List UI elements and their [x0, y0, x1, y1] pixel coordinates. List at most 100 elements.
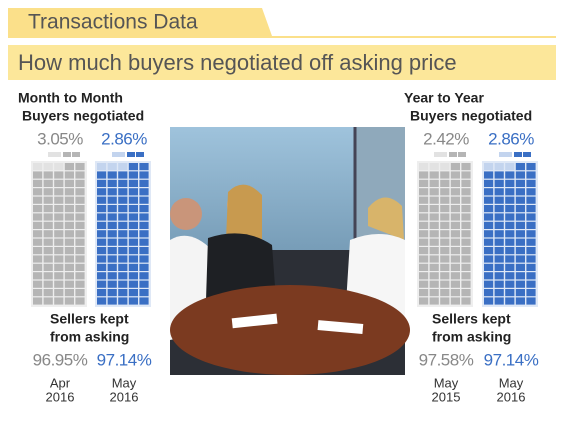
grid-cell: [33, 263, 43, 271]
grid-cell: [515, 221, 525, 229]
grid-cell: [75, 238, 85, 246]
grid-cell: [505, 297, 515, 305]
title: Transactions Data: [28, 11, 198, 34]
grid-cell: [43, 280, 53, 288]
grid-cell: [419, 213, 429, 221]
grid-cell: [128, 205, 138, 213]
negotiated-value: 3.05%: [37, 129, 83, 148]
grid-cell: [128, 196, 138, 204]
grid-cell: [33, 221, 43, 229]
grid-cell: [484, 230, 494, 238]
grid-cell: [419, 272, 429, 280]
grid-cell: [515, 213, 525, 221]
grid-cell: [526, 163, 536, 171]
grid-cell: [43, 289, 53, 297]
grid-cell: [43, 272, 53, 280]
grid-cell: [429, 205, 439, 213]
grid-cell: [128, 188, 138, 196]
grid-cell: [429, 247, 439, 255]
grid-cell: [75, 221, 85, 229]
grid-cell: [526, 205, 536, 213]
grid-cell: [107, 188, 117, 196]
grid-cell: [494, 205, 504, 213]
grid-cell: [450, 196, 460, 204]
grid-cell: [33, 171, 43, 179]
grid-cell: [484, 213, 494, 221]
grid-cell: [419, 179, 429, 187]
sellers-label: Sellers kept: [50, 311, 129, 327]
grid-cell: [429, 263, 439, 271]
grid-cell: [33, 188, 43, 196]
grid-cell: [64, 221, 74, 229]
grid-cell: [128, 289, 138, 297]
grid-cell: [494, 213, 504, 221]
grid-cell: [526, 230, 536, 238]
grid-cell: [505, 289, 515, 297]
grid-cell: [107, 247, 117, 255]
grid-cell: [484, 280, 494, 288]
grid-cell: [429, 188, 439, 196]
grid-cell: [429, 230, 439, 238]
grid-cell: [440, 255, 450, 263]
grid-cell: [494, 263, 504, 271]
sellers-label: from asking: [50, 329, 129, 345]
grid-cell: [440, 205, 450, 213]
grid-cell: [54, 221, 64, 229]
grid-cell: [43, 205, 53, 213]
grid-cell: [64, 188, 74, 196]
grid-cell: [526, 289, 536, 297]
grid-cell: [97, 221, 107, 229]
grid-cell: [526, 280, 536, 288]
grid-cell: [440, 280, 450, 288]
grid-cell: [505, 263, 515, 271]
grid-cell: [484, 188, 494, 196]
grid-cell: [64, 280, 74, 288]
grid-cell: [118, 205, 128, 213]
grid-cell: [33, 238, 43, 246]
grid-cell: [43, 263, 53, 271]
grid-cell: [505, 238, 515, 246]
grid-cell: [505, 188, 515, 196]
grid-cell: [75, 297, 85, 305]
grid-cell: [515, 196, 525, 204]
grid-cell: [461, 163, 471, 171]
grid-cell: [54, 289, 64, 297]
grid-cell: [54, 263, 64, 271]
grid-cell: [118, 230, 128, 238]
grid-cell: [128, 263, 138, 271]
grid-cell: [54, 230, 64, 238]
grid-cell: [54, 247, 64, 255]
grid-cell: [440, 230, 450, 238]
grid-cell: [505, 247, 515, 255]
grid-cell: [419, 263, 429, 271]
grid-cell: [128, 213, 138, 221]
grid-cell: [128, 297, 138, 305]
grid-cell: [97, 188, 107, 196]
grid-cell: [419, 221, 429, 229]
grid-cell: [461, 171, 471, 179]
indicator: [458, 152, 466, 157]
grid-cell: [118, 171, 128, 179]
grid-cell: [515, 171, 525, 179]
grid-cell: [128, 230, 138, 238]
grid-cell: [429, 163, 439, 171]
kept-value: 97.58%: [419, 350, 474, 369]
grid-cell: [75, 263, 85, 271]
period: 2016: [46, 389, 75, 404]
grid-cell: [107, 297, 117, 305]
grid-cell: [97, 196, 107, 204]
grid-cell: [494, 280, 504, 288]
grid-cell: [43, 255, 53, 263]
grid-cell: [419, 205, 429, 213]
grid-cell: [494, 247, 504, 255]
grid-cell: [75, 280, 85, 288]
negotiated-value: 2.42%: [423, 129, 469, 148]
grid-cell: [43, 297, 53, 305]
kept-value: 96.95%: [33, 350, 88, 369]
grid-cell: [419, 171, 429, 179]
grid-cell: [484, 297, 494, 305]
grid-cell: [128, 179, 138, 187]
grid-cell: [97, 163, 107, 171]
grid-cell: [139, 289, 149, 297]
grid-cell: [440, 213, 450, 221]
